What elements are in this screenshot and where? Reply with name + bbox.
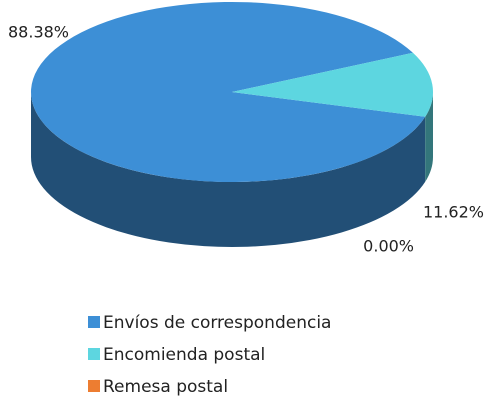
legend-swatch bbox=[88, 316, 100, 328]
slice-side bbox=[31, 92, 426, 247]
slice bbox=[31, 1, 426, 182]
data-label: 11.62% bbox=[423, 203, 484, 222]
slice bbox=[232, 92, 426, 117]
legend-swatch bbox=[88, 348, 100, 360]
data-label: 88.38% bbox=[8, 23, 69, 42]
legend-swatch bbox=[88, 380, 100, 392]
data-label: 0.00% bbox=[363, 237, 414, 256]
slice-side bbox=[425, 92, 433, 182]
legend-label: Encomienda postal bbox=[103, 345, 265, 365]
slice bbox=[232, 52, 433, 117]
legend-label: Remesa postal bbox=[103, 377, 228, 397]
legend-label: Envíos de correspondencia bbox=[103, 313, 331, 333]
